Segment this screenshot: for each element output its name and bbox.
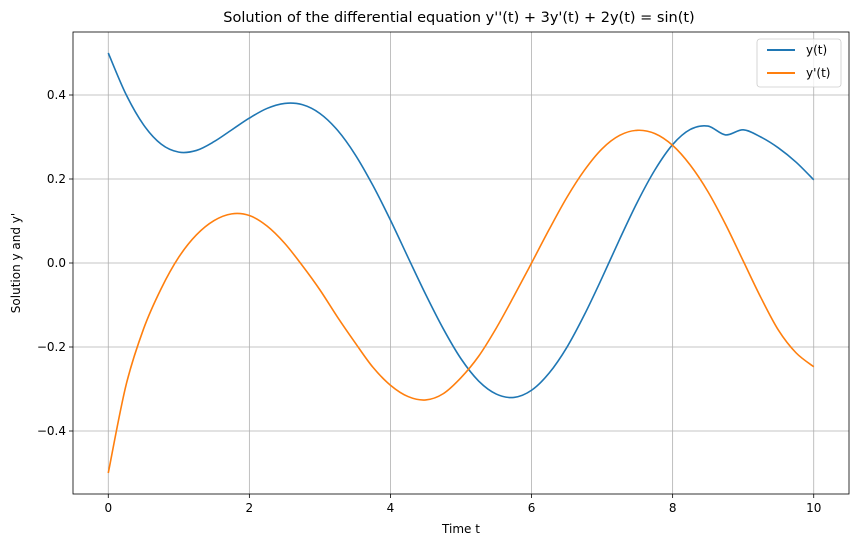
x-tick-label: 4 — [387, 501, 395, 515]
chart-title: Solution of the differential equation y'… — [223, 10, 694, 26]
legend-label-yprime: y'(t) — [806, 66, 830, 80]
series-lines — [107, 52, 815, 474]
x-tick-label: 8 — [669, 501, 677, 515]
y-tick-label: −0.2 — [37, 340, 66, 354]
x-tick-label: 0 — [104, 501, 112, 515]
legend: y(t) y'(t) — [756, 38, 842, 88]
grid — [73, 32, 849, 494]
y-tick-label: −0.4 — [37, 424, 66, 438]
x-tick-label: 2 — [246, 501, 254, 515]
y-axis-label: Solution y and y' — [9, 213, 23, 313]
y-tick-label: 0.2 — [47, 172, 66, 186]
x-tick-label: 6 — [528, 501, 536, 515]
y-tick-label: 0.4 — [47, 88, 66, 102]
y-tick-label: 0.0 — [47, 256, 66, 270]
legend-label-y: y(t) — [806, 43, 827, 57]
series-line-0 — [107, 52, 815, 399]
series-line-1 — [107, 129, 815, 474]
axis-ticks: 0 2 4 6 8 10 −0.4 −0.2 0.0 0.2 0.4 — [37, 88, 822, 515]
x-tick-label: 10 — [806, 501, 821, 515]
x-axis-label: Time t — [441, 522, 480, 536]
